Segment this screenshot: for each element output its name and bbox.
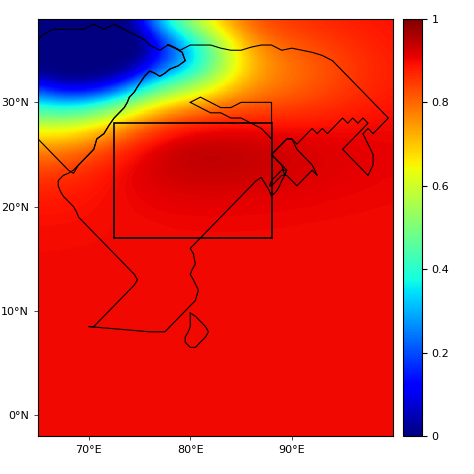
Bar (114, 123, 272, 238)
